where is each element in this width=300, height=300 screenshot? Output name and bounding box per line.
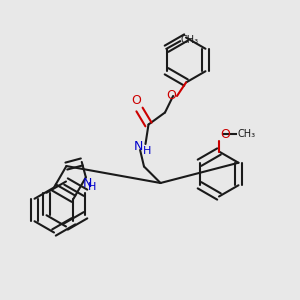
Text: H: H <box>88 182 96 192</box>
Text: CH₃: CH₃ <box>238 129 256 139</box>
Text: H: H <box>143 146 151 157</box>
Text: O: O <box>167 89 176 103</box>
Text: O: O <box>131 94 141 107</box>
Text: CH₃: CH₃ <box>181 35 199 45</box>
Text: O: O <box>220 128 230 142</box>
Text: N: N <box>83 177 92 190</box>
Text: N: N <box>133 140 143 154</box>
